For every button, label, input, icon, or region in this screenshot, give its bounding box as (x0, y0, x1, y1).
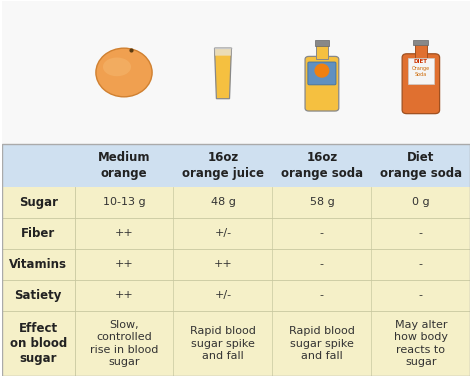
Text: Rapid blood
sugar spike
and fall: Rapid blood sugar spike and fall (289, 326, 355, 361)
Text: -: - (320, 290, 324, 300)
Text: ++: ++ (214, 259, 232, 269)
Text: +/-: +/- (214, 228, 231, 238)
Bar (2, 144, 470, 187)
Text: 48 g: 48 g (210, 197, 236, 207)
Text: -: - (320, 259, 324, 269)
Ellipse shape (314, 63, 329, 78)
Bar (413, 40, 428, 45)
Text: -: - (320, 228, 324, 238)
Polygon shape (215, 48, 231, 56)
Text: -: - (419, 290, 423, 300)
Text: Diet
orange soda: Diet orange soda (380, 150, 462, 179)
Text: Vitamins: Vitamins (9, 258, 67, 271)
FancyBboxPatch shape (308, 62, 336, 85)
Text: Soda: Soda (415, 72, 427, 77)
Bar (415, 44, 427, 58)
Text: Effect
on blood
sugar: Effect on blood sugar (9, 322, 67, 365)
Bar (315, 40, 329, 46)
Ellipse shape (103, 58, 131, 76)
Text: ++: ++ (115, 259, 133, 269)
Bar (316, 44, 328, 60)
Text: Medium
orange: Medium orange (98, 150, 150, 179)
Text: ++: ++ (115, 228, 133, 238)
Bar (2, 2, 470, 187)
Text: Orange: Orange (412, 66, 430, 71)
Bar (2, 144, 470, 376)
Text: 58 g: 58 g (310, 197, 334, 207)
Text: -: - (419, 259, 423, 269)
Bar (408, 58, 434, 84)
Text: Fiber: Fiber (21, 227, 55, 240)
Polygon shape (215, 48, 231, 99)
Text: 16oz
orange juice: 16oz orange juice (182, 150, 264, 179)
Bar (2, 187, 470, 376)
Text: ++: ++ (115, 290, 133, 300)
FancyBboxPatch shape (402, 54, 439, 113)
Text: DIET: DIET (414, 59, 428, 64)
Text: +/-: +/- (214, 290, 231, 300)
Bar (2, 2, 470, 144)
Ellipse shape (96, 48, 152, 97)
Text: Satiety: Satiety (15, 289, 62, 302)
Text: May alter
how body
reacts to
sugar: May alter how body reacts to sugar (394, 320, 448, 367)
Text: Slow,
controlled
rise in blood
sugar: Slow, controlled rise in blood sugar (90, 320, 158, 367)
Text: 0 g: 0 g (412, 197, 430, 207)
Text: 16oz
orange soda: 16oz orange soda (281, 150, 363, 179)
Text: 10-13 g: 10-13 g (103, 197, 146, 207)
FancyBboxPatch shape (305, 57, 339, 111)
Text: Sugar: Sugar (18, 196, 58, 208)
Text: Rapid blood
sugar spike
and fall: Rapid blood sugar spike and fall (190, 326, 256, 361)
Text: -: - (419, 228, 423, 238)
